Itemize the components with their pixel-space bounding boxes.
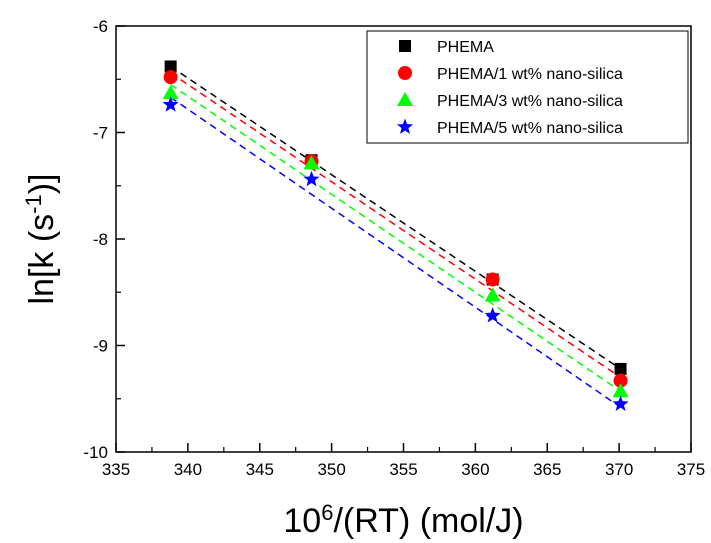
legend-marker [399, 40, 411, 52]
data-markers [162, 60, 629, 411]
y-tick-label: -9 [93, 337, 108, 356]
x-tick-label: 365 [533, 460, 561, 479]
data-point-square [614, 362, 627, 375]
legend-marker [398, 66, 412, 80]
y-axis-title-prefix: ln[k (s [23, 214, 61, 305]
x-axis-title-base: 10 [283, 502, 321, 540]
x-axis-title-superscript: 6 [321, 500, 333, 525]
legend-label: PHEMA/5 wt% nano-silica [437, 120, 623, 137]
data-point-square [164, 60, 177, 73]
y-tick-label: -8 [93, 230, 108, 249]
data-point-circle [485, 272, 500, 287]
legend-box [366, 30, 689, 144]
legend-label: PHEMA [437, 39, 494, 56]
legend-label: PHEMA/3 wt% nano-silica [437, 93, 623, 110]
y-axis-title: ln[k (s-1)] [21, 173, 62, 304]
x-axis-title: 106/(RT) (mol/J) [283, 500, 523, 541]
data-point-triangle [612, 383, 629, 398]
x-axis: 335 340 345 350 355 360 365 370 375 [102, 443, 705, 479]
data-point-circle [163, 70, 178, 85]
fit-lines [170, 65, 621, 408]
legend-marker [396, 118, 414, 134]
y-tick-label: -6 [93, 17, 108, 36]
legend-label: PHEMA/1 wt% nano-silica [437, 66, 623, 83]
data-point-triangle [303, 155, 320, 170]
x-axis-title-rest: /(RT) (mol/J) [333, 502, 523, 540]
x-tick-label: 345 [246, 460, 274, 479]
data-point-triangle [162, 85, 179, 100]
y-axis-title-superscript: -1 [21, 194, 46, 214]
x-tick-label: 370 [605, 460, 633, 479]
x-tick-label: 340 [174, 460, 202, 479]
x-tick-label: 360 [461, 460, 489, 479]
y-tick-label: -7 [93, 124, 108, 143]
fit-line-3 [170, 83, 621, 392]
y-axis: -6 -7 -8 -9 -10 [83, 17, 125, 462]
data-point-star [162, 96, 179, 112]
data-point-star [484, 307, 501, 323]
legend-marker [397, 92, 413, 106]
fit-line-1 [170, 65, 621, 370]
data-point-star [612, 395, 629, 411]
data-point-circle [613, 373, 628, 388]
y-axis-title-suffix: )] [23, 173, 61, 194]
x-tick-label: 335 [102, 460, 130, 479]
fit-line-4 [170, 96, 621, 408]
data-point-star [303, 170, 320, 187]
fit-line-2 [170, 72, 621, 379]
x-tick-label: 375 [677, 460, 705, 479]
x-tick-label: 350 [317, 460, 345, 479]
y-tick-label: -10 [83, 443, 108, 462]
legend: PHEMA PHEMA/1 wt% nano-silica PHEMA/3 wt% … [366, 30, 689, 144]
x-tick-label: 355 [389, 460, 417, 479]
data-point-triangle [484, 287, 501, 302]
